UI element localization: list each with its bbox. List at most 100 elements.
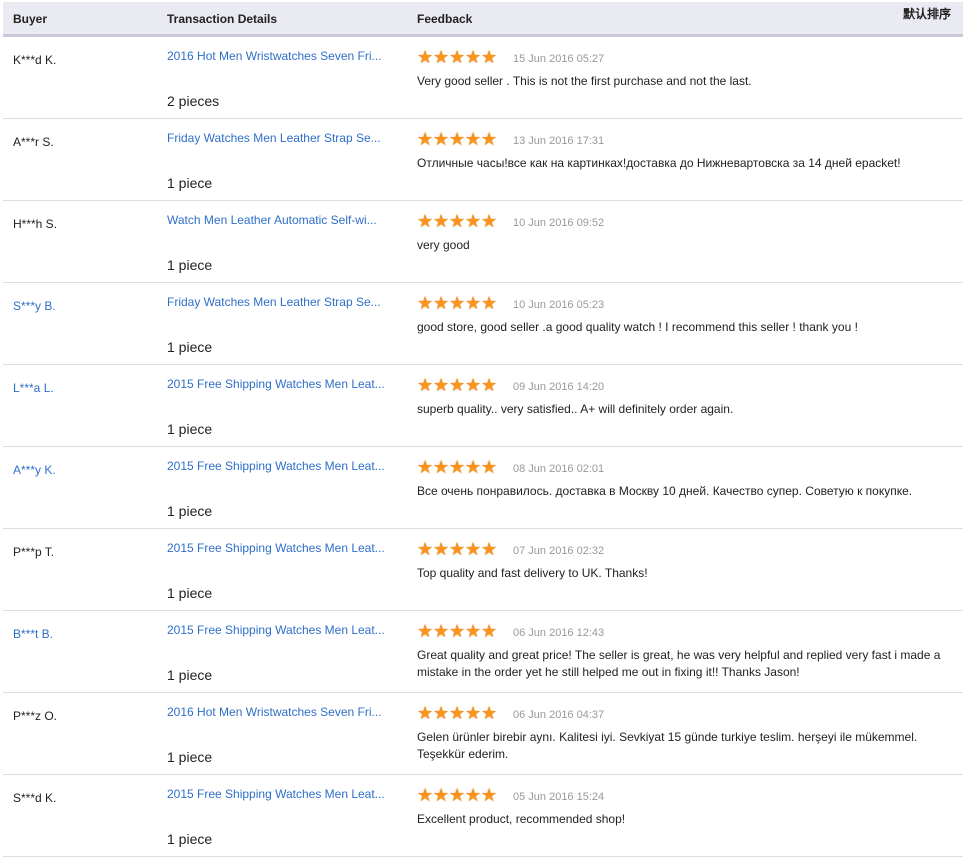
product-link[interactable]: 2015 Free Shipping Watches Men Leat... (167, 377, 385, 391)
feedback-text: Top quality and fast delivery to UK. Tha… (417, 566, 648, 580)
feedback-text: very good (417, 238, 470, 252)
star-icon: ★ (481, 457, 498, 477)
table-row: P***p T. 2015 Free Shipping Watches Men … (3, 529, 963, 611)
feedback-date: 08 Jun 2016 02:01 (513, 463, 605, 475)
buyer-name: K***d K. (13, 53, 57, 67)
product-link[interactable]: 2015 Free Shipping Watches Men Leat... (167, 459, 385, 473)
table-row: P***z O. 2016 Hot Men Wristwatches Seven… (3, 693, 963, 775)
quantity: 2 pieces (167, 93, 220, 109)
product-link[interactable]: 2015 Free Shipping Watches Men Leat... (167, 541, 385, 555)
star-icon: ★ (449, 539, 466, 559)
product-link[interactable]: Friday Watches Men Leather Strap Se... (167, 131, 381, 145)
star-icon: ★ (449, 129, 466, 149)
star-rating: ★ ★ ★ ★ ★ (417, 375, 497, 395)
table-row: A***r S. Friday Watches Men Leather Stra… (3, 119, 963, 201)
product-link[interactable]: 2015 Free Shipping Watches Men Leat... (167, 623, 385, 637)
star-icon: ★ (417, 539, 434, 559)
buyer-name[interactable]: B***t B. (13, 627, 54, 641)
column-buyer: Buyer (13, 12, 48, 26)
star-icon: ★ (465, 129, 482, 149)
quantity: 1 piece (167, 175, 213, 191)
quantity: 1 piece (167, 503, 213, 519)
quantity: 1 piece (167, 831, 213, 847)
feedback-date: 06 Jun 2016 12:43 (513, 627, 605, 639)
star-icon: ★ (449, 211, 466, 231)
product-link[interactable]: 2016 Hot Men Wristwatches Seven Fri... (167, 705, 382, 719)
star-icon: ★ (449, 293, 466, 313)
star-icon: ★ (449, 375, 466, 395)
feedback-date: 10 Jun 2016 05:23 (513, 299, 605, 311)
feedback-date: 05 Jun 2016 15:24 (513, 791, 605, 803)
feedback-date: 10 Jun 2016 09:52 (513, 217, 605, 229)
table-row: A***y K. 2015 Free Shipping Watches Men … (3, 447, 963, 529)
star-icon: ★ (481, 539, 498, 559)
star-icon: ★ (417, 47, 434, 67)
feedback-text: good store, good seller .a good quality … (417, 320, 858, 334)
quantity: 1 piece (167, 339, 213, 355)
buyer-name[interactable]: S***y B. (13, 299, 56, 313)
feedback-text: Отличные часы!все как на картинках!доста… (417, 156, 901, 170)
star-icon: ★ (465, 211, 482, 231)
table-row: H***h S. Watch Men Leather Automatic Sel… (3, 201, 963, 283)
quantity: 1 piece (167, 421, 213, 437)
star-icon: ★ (417, 211, 434, 231)
star-rating: ★ ★ ★ ★ ★ (417, 703, 498, 723)
product-link[interactable]: 2015 Free Shipping Watches Men Leat... (167, 787, 385, 801)
star-icon: ★ (449, 703, 466, 723)
star-rating: ★ ★ ★ ★ ★ (417, 129, 498, 149)
star-icon: ★ (417, 293, 434, 313)
star-icon: ★ (417, 785, 434, 805)
star-icon: ★ (481, 47, 498, 67)
buyer-name[interactable]: L***a L. (13, 381, 54, 395)
feedback-date: 06 Jun 2016 04:37 (513, 709, 605, 721)
star-icon: ★ (449, 621, 466, 641)
star-icon: ★ (481, 211, 498, 231)
star-icon: ★ (433, 47, 450, 67)
buyer-name: P***p T. (13, 545, 55, 559)
feedback-date: 15 Jun 2016 05:27 (513, 53, 605, 65)
star-icon: ★ (449, 785, 466, 805)
feedback-text: superb quality.. very satisfied.. A+ wil… (417, 402, 734, 416)
star-icon: ★ (481, 129, 498, 149)
star-icon: ★ (417, 457, 434, 477)
star-icon: ★ (465, 47, 482, 67)
star-icon: ★ (465, 539, 482, 559)
sort-default-button[interactable]: 默认排序 (902, 7, 951, 21)
star-rating: ★ ★ ★ ★ ★ (417, 47, 498, 67)
feedback-date: 13 Jun 2016 17:31 (513, 135, 605, 147)
star-icon: ★ (433, 621, 450, 641)
star-icon: ★ (433, 703, 450, 723)
buyer-name: S***d K. (13, 791, 57, 805)
quantity: 1 piece (167, 749, 213, 765)
feedback-text: Very good seller . This is not the first… (417, 74, 752, 88)
star-icon: ★ (465, 457, 482, 477)
star-icon: ★ (433, 375, 450, 395)
star-icon: ★ (481, 703, 498, 723)
star-icon: ★ (433, 457, 450, 477)
buyer-name: P***z O. (13, 709, 58, 723)
star-icon: ★ (449, 47, 466, 67)
star-icon: ★ (417, 375, 434, 395)
buyer-name[interactable]: A***y K. (13, 463, 56, 477)
star-icon: ★ (433, 129, 450, 149)
quantity: 1 piece (167, 585, 213, 601)
star-rating: ★ ★ ★ ★ ★ (417, 539, 498, 559)
star-icon: ★ (465, 621, 482, 641)
star-icon: ★ (465, 375, 482, 395)
quantity: 1 piece (167, 667, 213, 683)
table-row: S***d K. 2015 Free Shipping Watches Men … (3, 775, 963, 857)
table-header: Buyer Transaction Details Feedback 默认排序 (3, 2, 963, 37)
product-link[interactable]: Friday Watches Men Leather Strap Se... (167, 295, 381, 309)
star-rating: ★ ★ ★ ★ ★ (417, 785, 498, 805)
feedback-text: Great quality and great price! The selle… (417, 648, 941, 679)
star-icon: ★ (433, 293, 450, 313)
star-icon: ★ (417, 621, 434, 641)
quantity: 1 piece (167, 257, 213, 273)
star-rating: ★ ★ ★ ★ ★ (417, 621, 497, 641)
product-link[interactable]: Watch Men Leather Automatic Self-wi... (167, 213, 377, 227)
star-icon: ★ (465, 703, 482, 723)
star-icon: ★ (481, 785, 498, 805)
star-icon: ★ (433, 211, 450, 231)
product-link[interactable]: 2016 Hot Men Wristwatches Seven Fri... (167, 49, 382, 63)
star-icon: ★ (449, 457, 466, 477)
